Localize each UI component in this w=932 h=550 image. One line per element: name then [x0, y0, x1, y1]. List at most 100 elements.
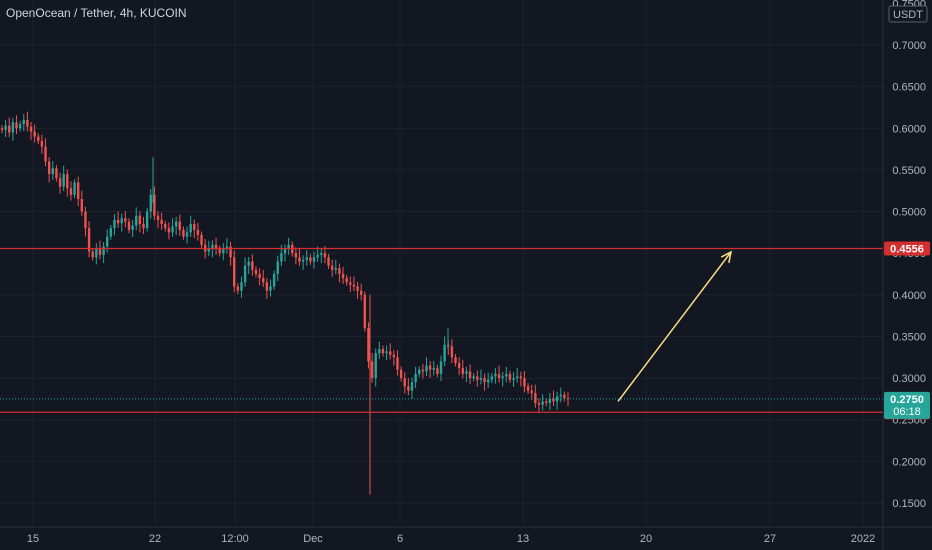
chart-title: OpenOcean / Tether, 4h, KUCOIN — [6, 6, 187, 20]
price-tick-label: 0.1500 — [892, 498, 926, 510]
candle-body — [240, 282, 243, 291]
price-axis[interactable]: 0.7500 0.7000 0.6500 0.6000 0.5500 0.5000 0.45… — [892, 0, 926, 510]
candle-body — [537, 403, 541, 405]
candle-body — [548, 398, 552, 404]
candle-body — [142, 224, 145, 229]
candle-body — [167, 228, 171, 233]
candle-body — [559, 394, 562, 397]
candle-body — [476, 376, 479, 380]
candle-body — [468, 371, 472, 379]
candle-body — [410, 382, 414, 391]
arrow-shaft — [617, 251, 732, 402]
candle-body — [18, 124, 22, 129]
candle-body — [450, 346, 454, 358]
countdown-label: 06:18 — [893, 406, 921, 418]
candle-body — [443, 344, 446, 362]
candle-body — [236, 286, 240, 291]
candle-body — [55, 168, 58, 179]
candle-body — [349, 282, 352, 285]
candle-body — [174, 221, 178, 227]
candle-body — [225, 246, 229, 250]
candle-body — [454, 357, 457, 364]
candle-body — [359, 290, 363, 295]
candle-body — [381, 348, 385, 354]
candle-body — [164, 224, 167, 229]
candle-body — [44, 146, 47, 162]
candle-body — [523, 378, 526, 387]
candle-body — [407, 386, 410, 391]
candle-body — [392, 354, 396, 358]
candle-body — [87, 228, 91, 252]
candle-body — [33, 131, 36, 137]
candle-body — [91, 251, 94, 258]
candle-body — [283, 249, 287, 254]
level-badge-label: 0.4556 — [890, 244, 924, 256]
candle-body — [178, 221, 181, 230]
candle-body — [98, 249, 102, 255]
candle-body — [309, 257, 312, 262]
candle-body — [51, 168, 54, 175]
candle-body — [95, 249, 98, 258]
candle-body — [287, 244, 290, 250]
candle-body — [207, 249, 211, 252]
candle-body — [457, 363, 461, 369]
candle-body — [374, 353, 377, 379]
candle-body — [11, 122, 15, 133]
candle-body — [508, 373, 512, 380]
candle-body — [84, 211, 87, 229]
candle-body — [243, 265, 247, 283]
level-badge — [884, 241, 930, 256]
candle-body — [428, 365, 432, 370]
candle-body — [218, 249, 221, 254]
grid — [0, 0, 883, 527]
candle-body — [131, 225, 134, 230]
candle-body — [145, 211, 149, 229]
candle-body — [135, 215, 138, 226]
price-tick-label: 0.6000 — [892, 123, 926, 135]
candle-body — [233, 257, 236, 287]
time-tick-label: 13 — [517, 533, 529, 545]
time-tick-label: 22 — [149, 533, 161, 545]
candle-body — [345, 278, 348, 283]
candle-body — [501, 376, 504, 379]
candle-body — [69, 188, 73, 195]
candle-body — [76, 182, 80, 200]
candle-body — [312, 257, 316, 262]
candle-body — [8, 125, 11, 133]
candle-body — [486, 379, 490, 383]
candle-body — [265, 282, 269, 291]
candle-body — [512, 378, 515, 380]
price-tick-label: 0.7000 — [892, 40, 926, 52]
candle-body — [124, 218, 127, 222]
price-tick-label: 0.4000 — [892, 290, 926, 302]
candle-body — [334, 268, 337, 270]
candle-body — [341, 274, 345, 279]
candle-body — [62, 174, 65, 187]
candle-body — [479, 378, 483, 380]
candle-body — [222, 249, 225, 254]
candle-body — [40, 140, 44, 147]
price-tick-label: 0.7500 — [892, 0, 926, 10]
candle-body — [436, 368, 439, 374]
candle-body — [370, 361, 374, 379]
candle-body — [106, 236, 109, 247]
time-axis[interactable]: 15 22 12:00 Dec 6 13 20 27 2022 — [27, 533, 875, 545]
candle-body — [37, 136, 40, 141]
current-price-label: 0.2750 — [890, 394, 924, 406]
candle-body — [396, 357, 399, 370]
current-price-badge — [884, 391, 930, 419]
candle-body — [432, 368, 435, 370]
candle-body — [113, 219, 116, 229]
candle-body — [327, 257, 330, 266]
candle-body — [519, 376, 523, 379]
candle-body — [193, 224, 196, 230]
currency-label: USDT — [893, 9, 923, 21]
candle-body — [563, 394, 566, 399]
candle-body — [47, 161, 51, 175]
candle-body — [352, 284, 356, 287]
candle-body — [356, 286, 359, 291]
price-tick-label: 0.5000 — [892, 207, 926, 219]
time-tick-label: 20 — [640, 533, 652, 545]
